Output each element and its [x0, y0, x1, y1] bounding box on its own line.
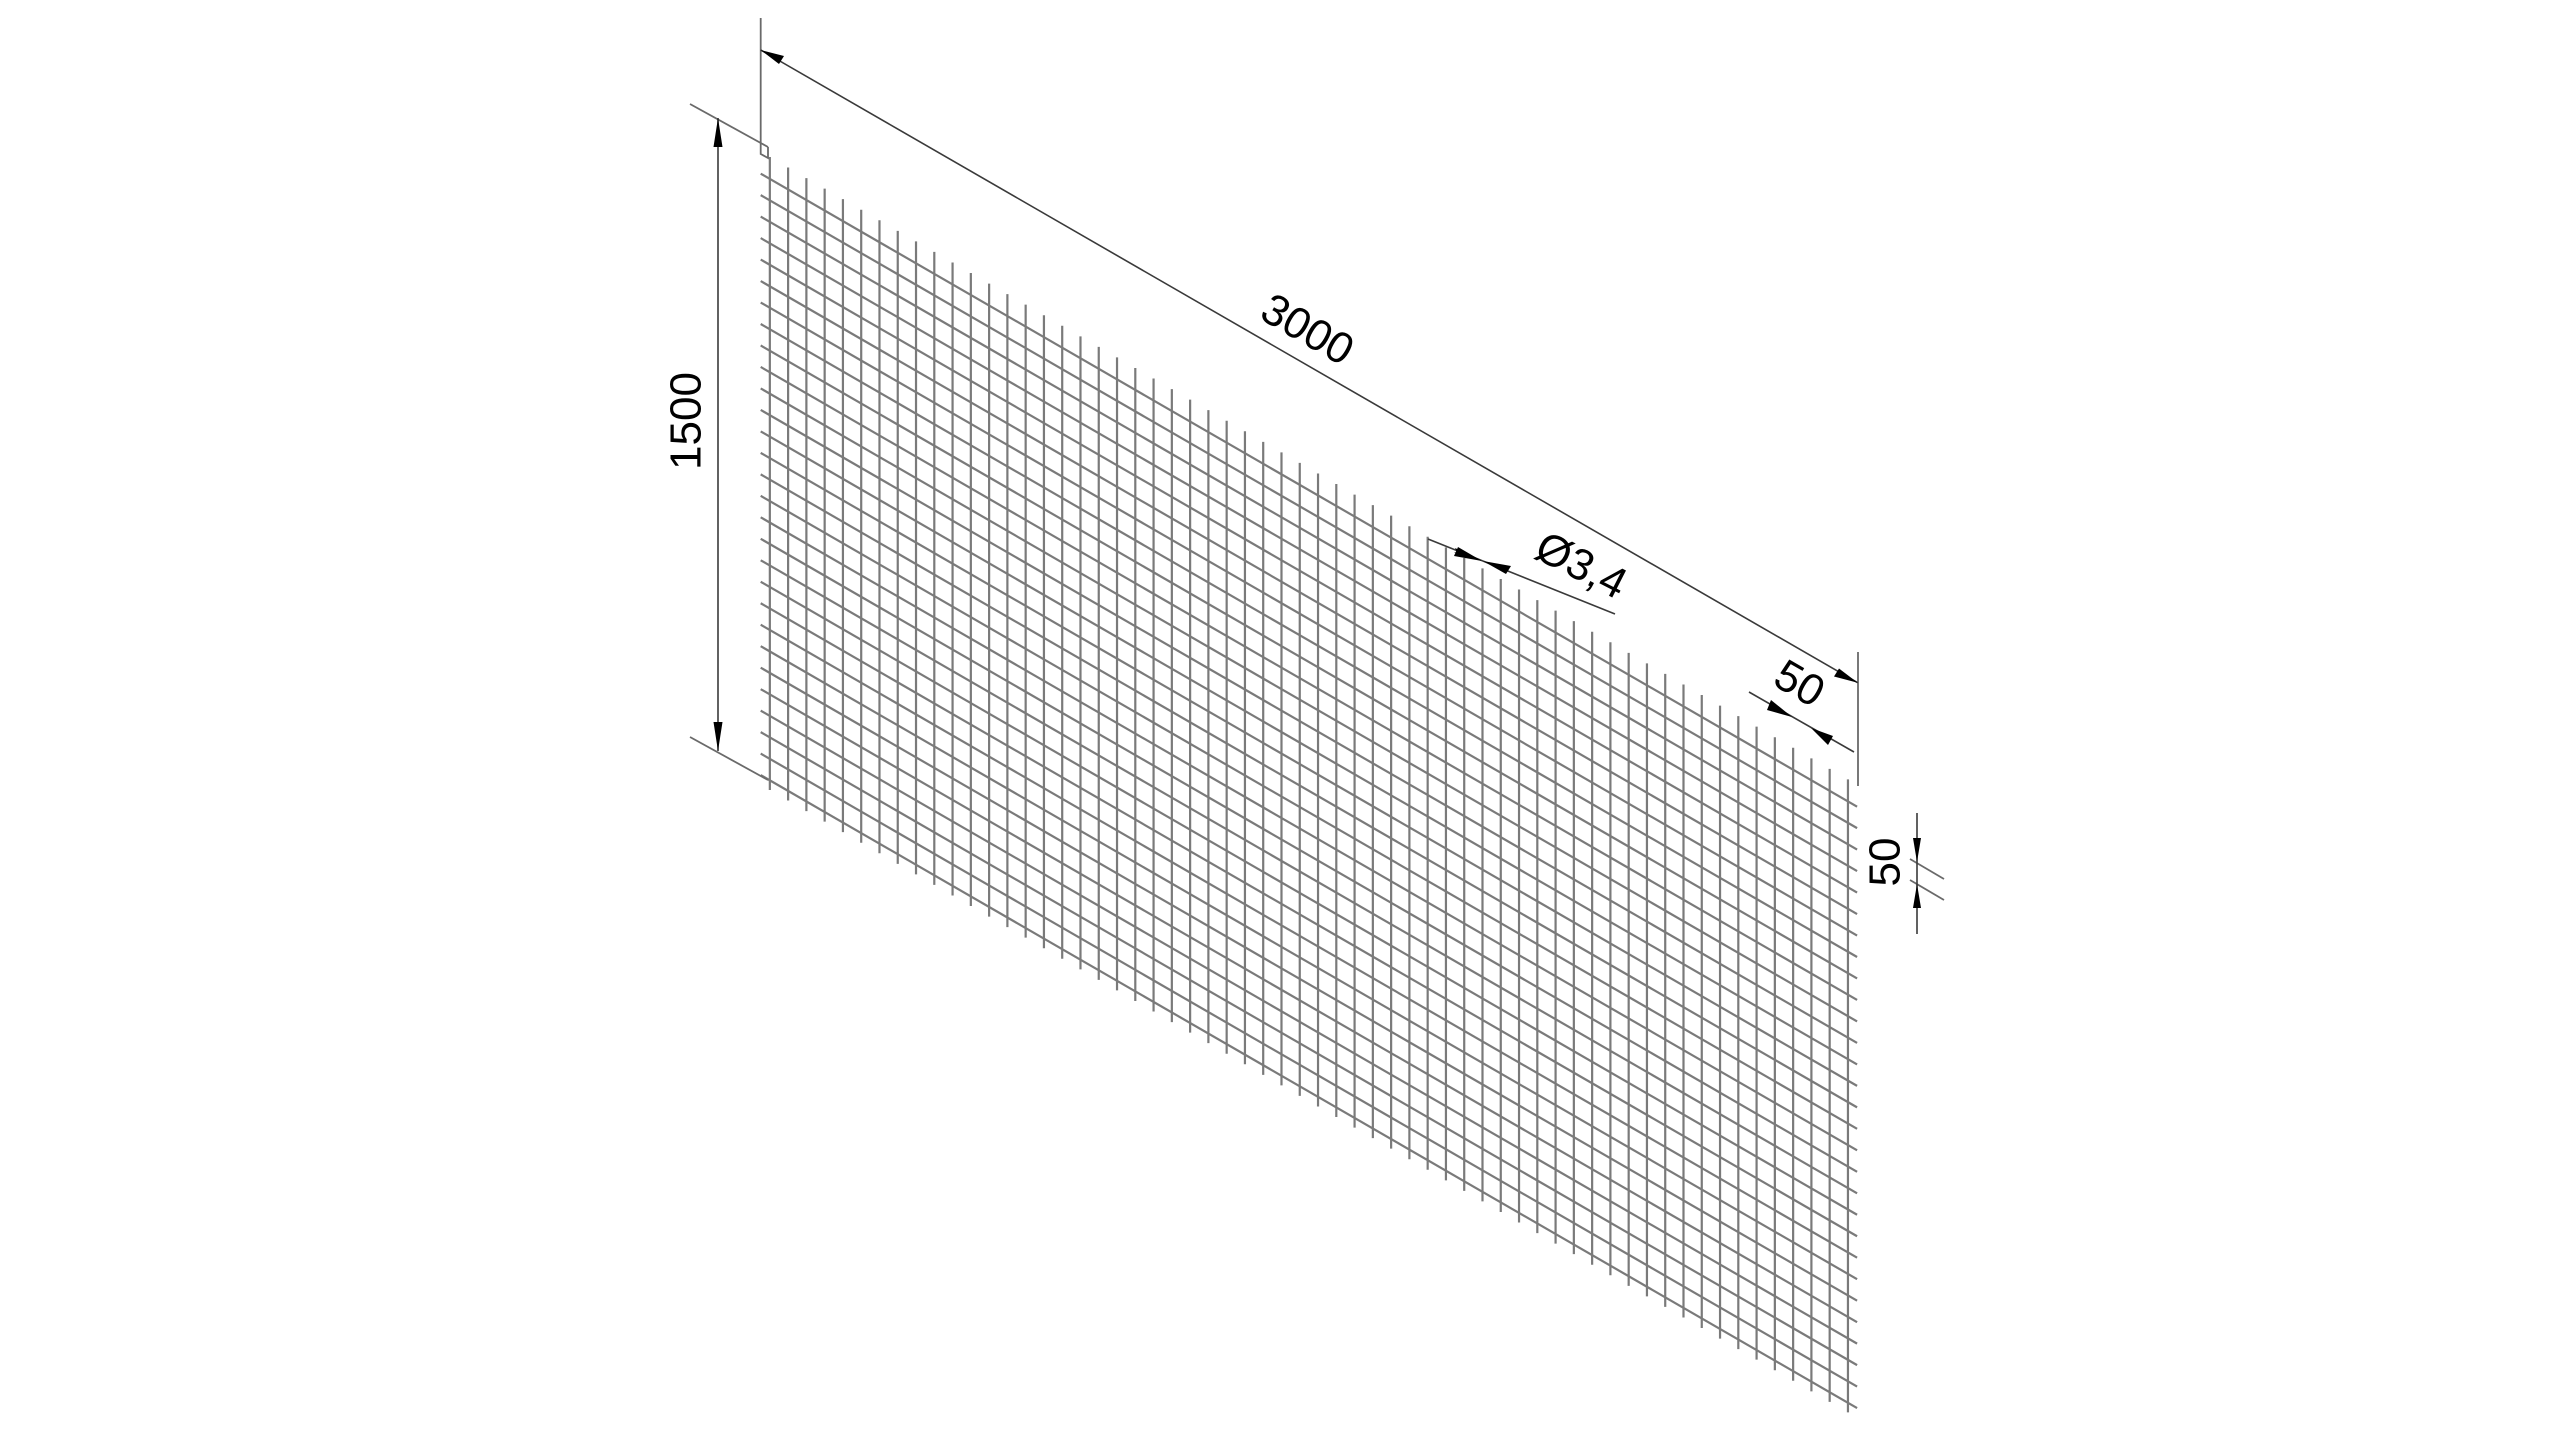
horizontal-wire	[760, 752, 1858, 1388]
horizontal-wire	[760, 645, 1858, 1281]
horizontal-wire	[760, 774, 1858, 1410]
vertical-spacing-dimension: 50	[1861, 813, 1945, 934]
horizontal-wire	[760, 731, 1858, 1367]
horizontal-wire	[760, 408, 1858, 1044]
horizontal-wire	[760, 451, 1858, 1087]
vertical-spacing-label: 50	[1861, 838, 1910, 887]
horizontal-wire	[760, 473, 1858, 1109]
horizontal-wire	[760, 194, 1858, 830]
horizontal-wire	[760, 172, 1858, 808]
horizontal-wire	[760, 430, 1858, 1066]
horizontal-wire	[760, 237, 1858, 873]
horizontal-wire	[760, 280, 1858, 915]
horizontal-wire	[760, 688, 1858, 1324]
horizontal-wire	[760, 666, 1858, 1302]
welded-wire-mesh	[760, 156, 1858, 1413]
corner-outline	[759, 18, 769, 160]
height-dimension: 1500	[662, 103, 769, 781]
horizontal-wire	[760, 516, 1858, 1152]
horizontal-wire	[760, 301, 1858, 937]
horizontal-wire	[760, 623, 1858, 1259]
horizontal-wire	[760, 494, 1858, 1130]
horizontal-wire	[760, 323, 1858, 958]
horizontal-spacing-dimension: 50	[1748, 650, 1855, 753]
horizontal-wire	[760, 344, 1858, 980]
wire-diameter-label: Ø3,4	[1528, 522, 1635, 609]
height-label: 1500	[662, 372, 711, 470]
horizontal-wire	[760, 387, 1858, 1023]
horizontal-wire	[760, 580, 1858, 1216]
horizontal-wire	[760, 537, 1858, 1173]
horizontal-wire	[760, 366, 1858, 1001]
horizontal-wire	[760, 258, 1858, 894]
horizontal-wire	[760, 602, 1858, 1238]
horizontal-wire	[760, 709, 1858, 1345]
length-label: 3000	[1253, 284, 1362, 375]
horizontal-wire	[760, 215, 1858, 851]
horizontal-wire	[760, 559, 1858, 1195]
